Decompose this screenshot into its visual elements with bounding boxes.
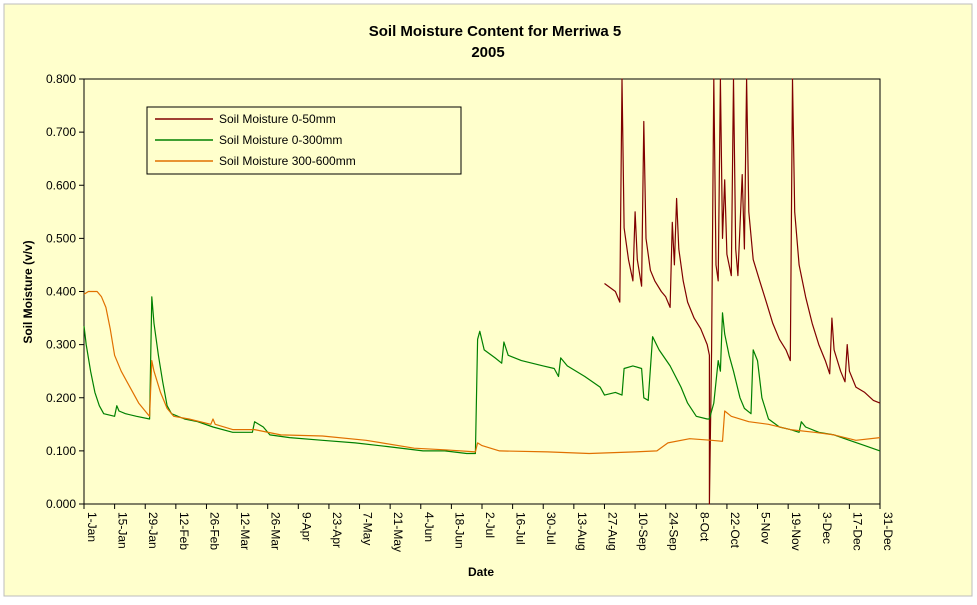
legend-label-0: Soil Moisture 0-50mm [219,112,336,126]
x-tick-label: 17-Dec [850,512,864,551]
x-tick-label: 2-Jul [483,512,497,538]
x-tick-label: 19-Nov [789,512,803,551]
x-tick-label: 22-Oct [728,512,742,549]
y-tick-label: 0.800 [46,72,76,86]
y-tick-label: 0.700 [46,125,76,139]
x-axis: 1-Jan 15-Jan 29-Jan 12-Feb 26-Feb 12-Mar 26-Ma… [83,504,895,552]
x-tick-label: 8-Oct [697,512,711,542]
x-tick-label: 15-Jan [116,512,130,549]
x-tick-label: 13-Aug [575,512,589,551]
x-tick-label: 23-Apr [330,512,344,548]
y-tick-label: 0.000 [46,497,76,511]
x-tick-label: 26-Mar [269,512,283,550]
y-axis: 0.000 0.100 0.200 0.300 0.400 0.500 0.600 0.700… [46,72,84,511]
x-tick-label: 9-Apr [299,512,313,541]
y-tick-label: 0.200 [46,391,76,405]
y-axis-label: Soil Moisture (v/v) [21,240,35,343]
x-tick-label: 16-Jul [514,512,528,545]
x-tick-label: 18-Jun [452,512,466,549]
x-tick-label: 30-Jul [544,512,558,545]
x-tick-label: 12-Feb [177,512,191,550]
x-tick-label: 5-Nov [759,512,773,544]
x-axis-label: Date [468,565,494,579]
chart-title: Soil Moisture Content for Merriwa 5 [369,23,622,40]
y-tick-label: 0.300 [46,338,76,352]
series-lines [83,78,881,505]
x-tick-label: 29-Jan [146,512,160,549]
x-tick-label: 1-Jan [85,512,99,542]
x-tick-label: 10-Sep [636,512,650,551]
legend-label-2: Soil Moisture 300-600mm [219,154,356,168]
x-tick-label: 21-May [391,512,405,552]
chart-subtitle: 2005 [471,44,504,61]
x-tick-label: 31-Dec [881,512,895,551]
y-tick-label: 0.500 [46,231,76,245]
x-tick-label: 26-Feb [207,512,221,550]
series-line-0 [604,78,881,505]
x-tick-label: 7-May [361,512,375,545]
series-line-2 [83,290,881,455]
x-tick-label: 27-Aug [605,512,619,551]
x-tick-label: 12-Mar [238,512,252,550]
y-tick-label: 0.400 [46,285,76,299]
y-tick-label: 0.600 [46,178,76,192]
legend: Soil Moisture 0-50mm Soil Moisture 0-300… [146,106,462,175]
series-line-1 [83,296,881,455]
y-tick-label: 0.100 [46,444,76,458]
x-tick-label: 24-Sep [667,512,681,551]
x-tick-label: 3-Dec [820,512,834,544]
legend-label-1: Soil Moisture 0-300mm [219,133,342,147]
x-tick-label: 4-Jun [422,512,436,542]
